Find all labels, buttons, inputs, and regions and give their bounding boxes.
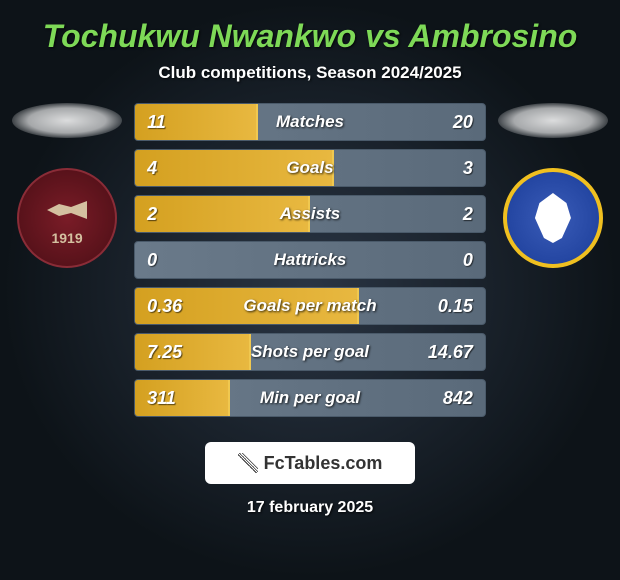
club-badge-right (503, 168, 603, 268)
brand-label: FcTables.com (264, 453, 383, 474)
stat-value-right: 0 (463, 250, 473, 271)
stat-row: 11Matches20 (134, 103, 486, 141)
stat-row: 0.36Goals per match0.15 (134, 287, 486, 325)
stat-value-right: 14.67 (428, 342, 473, 363)
stat-label: Min per goal (135, 388, 485, 408)
club-badge-left: 1919 (17, 168, 117, 268)
player-right-column (496, 103, 610, 268)
stat-value-right: 842 (443, 388, 473, 409)
player-right-silhouette (498, 103, 608, 138)
badge-left-year: 1919 (51, 230, 82, 246)
stat-row: 2Assists2 (134, 195, 486, 233)
stat-row: 4Goals3 (134, 149, 486, 187)
stat-value-right: 3 (463, 158, 473, 179)
stat-row: 0Hattricks0 (134, 241, 486, 279)
stat-value-right: 20 (453, 112, 473, 133)
player-left-silhouette (12, 103, 122, 138)
stat-label: Goals (135, 158, 485, 178)
stat-value-right: 2 (463, 204, 473, 225)
stat-row: 311Min per goal842 (134, 379, 486, 417)
footer-brand[interactable]: FcTables.com (205, 442, 415, 484)
subtitle: Club competitions, Season 2024/2025 (0, 63, 620, 83)
stat-label: Matches (135, 112, 485, 132)
stat-label: Assists (135, 204, 485, 224)
brand-chart-icon (238, 453, 258, 473)
stat-label: Goals per match (135, 296, 485, 316)
stat-row: 7.25Shots per goal14.67 (134, 333, 486, 371)
player-left-column: 1919 (10, 103, 124, 268)
stat-label: Hattricks (135, 250, 485, 270)
main-content: 1919 11Matches204Goals32Assists20Hattric… (0, 103, 620, 417)
stats-container: 11Matches204Goals32Assists20Hattricks00.… (134, 103, 486, 417)
stat-value-right: 0.15 (438, 296, 473, 317)
footer-date: 17 february 2025 (0, 499, 620, 517)
page-title: Tochukwu Nwankwo vs Ambrosino (0, 0, 620, 63)
